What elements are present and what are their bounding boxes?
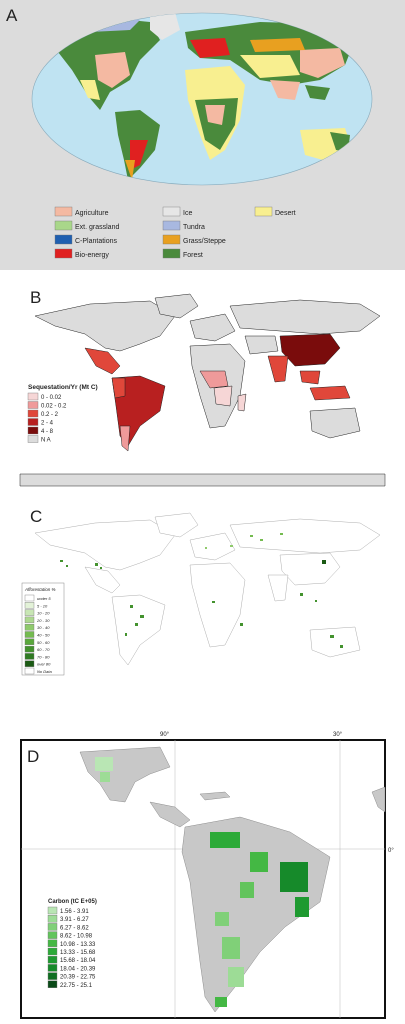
legend-label: 18.04 - 20.39	[60, 966, 96, 972]
legend-swatch	[47, 931, 58, 939]
legend-swatch	[24, 623, 35, 631]
legend-swatch	[24, 616, 35, 624]
panel-b-label: B	[30, 288, 42, 307]
top-tick-90: 90°	[160, 732, 170, 738]
legend-swatch	[47, 914, 58, 923]
sequestration-world-map: Sequestation/Yr (Mt C) 0 - 0.02 0.02 - 0.…	[19, 293, 386, 487]
legend-label: Forest	[183, 252, 203, 259]
carbon-americas-map: 90° 30° D 0°	[20, 732, 394, 1019]
legend-swatch	[27, 435, 39, 443]
land-cover-world-map: Agriculture Ext. grassland C-Plantations Bi…	[31, 12, 373, 259]
panel-a: A	[0, 0, 405, 270]
legend-swatch	[24, 653, 35, 660]
legend-swatch	[24, 602, 35, 609]
legend-label: Ice	[183, 210, 192, 217]
legend-swatch	[47, 947, 58, 956]
legend-label: under 5	[37, 596, 51, 601]
legend-swatch	[24, 660, 35, 667]
legend-swatch	[47, 964, 58, 972]
legend-label: 0 - 0.02	[41, 395, 62, 401]
legend-label: 70 - 80	[37, 654, 50, 659]
panel-b-legend-title: Sequestation/Yr (Mt C)	[28, 384, 98, 391]
legend-label: 10 - 20	[37, 611, 50, 616]
legend-label: 15.68 - 18.04	[60, 958, 96, 964]
legend-label: 3.91 - 6.27	[60, 917, 89, 923]
legend-label: 4 - 8	[41, 429, 54, 435]
legend-swatch	[47, 980, 58, 988]
legend-swatch	[162, 234, 181, 245]
legend-swatch	[24, 609, 35, 616]
right-tick-0: 0°	[388, 848, 394, 854]
legend-swatch	[24, 638, 35, 646]
panel-b: B	[0, 286, 405, 496]
panel-b-legend: 0 - 0.02 0.02 - 0.2 0.2 - 2 2 - 4 4 - 8 N A	[27, 392, 67, 444]
legend-swatch	[27, 426, 39, 435]
legend-label: Agriculture	[75, 210, 109, 217]
legend-swatch	[54, 248, 73, 259]
legend-label: over 80	[37, 662, 51, 667]
legend-swatch	[27, 418, 39, 426]
legend-swatch	[24, 631, 35, 638]
legend-label: Desert	[275, 210, 296, 217]
legend-swatch	[254, 206, 273, 217]
legend-swatch	[27, 409, 39, 418]
legend-swatch	[47, 955, 58, 964]
legend-swatch	[47, 923, 58, 931]
legend-label: C-Plantations	[75, 238, 118, 245]
legend-label: 0.02 - 0.2	[41, 404, 67, 410]
panel-d-label: D	[27, 747, 39, 766]
legend-label: 8.62 - 10.98	[60, 934, 93, 940]
legend-label: Tundra	[183, 224, 205, 231]
legend-label: 0.2 - 2	[41, 412, 59, 418]
legend-swatch	[162, 206, 181, 217]
legend-swatch	[47, 972, 58, 980]
legend-swatch	[47, 906, 58, 915]
legend-swatch	[24, 667, 35, 675]
panel-a-label: A	[6, 6, 18, 25]
legend-label: 40 - 50	[37, 633, 50, 638]
legend-label: Bio-energy	[75, 252, 109, 259]
legend-label: No Data	[37, 669, 52, 674]
legend-swatch	[27, 392, 39, 401]
legend-label: 1.56 - 3.91	[60, 909, 89, 915]
legend-swatch	[24, 645, 35, 653]
legend-label: 6.27 - 8.62	[60, 925, 89, 931]
legend-label: 5 - 10	[37, 603, 48, 608]
panel-d-legend: 1.56 - 3.91 3.91 - 6.27 6.27 - 8.62 8.62 - …	[47, 906, 96, 989]
legend-label: Ext. grassland	[75, 224, 119, 231]
legend-swatch	[24, 594, 35, 602]
legend-label: 10.98 - 13.33	[60, 942, 96, 948]
legend-label: 50 - 60	[37, 640, 50, 645]
legend-swatch	[54, 220, 73, 231]
legend-label: 13.33 - 15.68	[60, 950, 96, 956]
panel-d-legend-title: Carbon (tC E+05)	[48, 899, 97, 905]
panel-c-legend: under 5 5 - 10 10 - 20 20 - 30 30 - 40 40 - 5…	[24, 594, 52, 675]
legend-label: 20.39 - 22.75	[60, 975, 96, 981]
legend-label: N A	[41, 438, 51, 444]
legend-label: 2 - 4	[41, 421, 54, 427]
top-tick-30: 30°	[333, 732, 343, 738]
legend-label: 20 - 30	[36, 618, 50, 623]
panel-c-legend-title: Afforestation %	[24, 587, 56, 592]
legend-swatch	[162, 248, 181, 259]
legend-label: 30 - 40	[37, 625, 50, 630]
afforestation-world-map: Afforestation % under 5 5 - 10 10 - 20 20 -…	[21, 512, 381, 676]
legend-swatch	[27, 401, 39, 409]
panel-d: 90° 30° D 0°	[0, 712, 405, 1024]
panel-a-legend: Agriculture Ext. grassland C-Plantations Bi…	[54, 206, 296, 259]
legend-label: 22.75 - 25.1	[60, 983, 93, 989]
legend-swatch	[54, 206, 73, 217]
legend-label: Grass/Steppe	[183, 238, 226, 245]
legend-swatch	[47, 939, 58, 948]
legend-swatch	[162, 220, 181, 231]
legend-label: 60 - 70	[37, 647, 50, 652]
legend-swatch	[54, 234, 73, 245]
panel-c-label: C	[30, 507, 43, 526]
